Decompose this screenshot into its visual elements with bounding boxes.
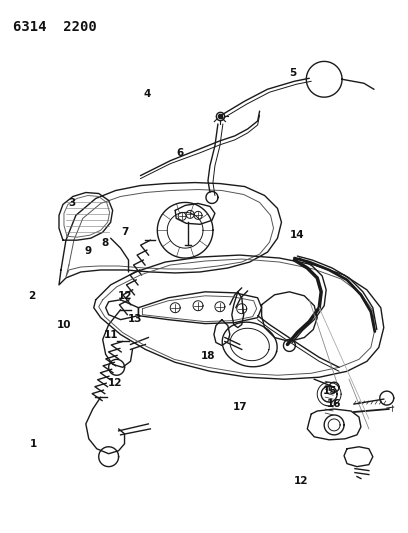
Text: 14: 14 [290,230,304,240]
Text: 17: 17 [233,402,248,412]
Text: 6: 6 [176,148,183,158]
Text: 6314  2200: 6314 2200 [13,20,97,34]
Text: 7: 7 [121,227,129,237]
Text: 2: 2 [28,290,35,301]
Text: 16: 16 [326,399,341,409]
Text: 12: 12 [294,476,308,486]
Text: 5: 5 [290,68,297,78]
Text: 12: 12 [108,378,122,388]
Text: 15: 15 [322,386,337,396]
Text: 13: 13 [128,314,142,325]
Text: 18: 18 [201,351,215,361]
Text: 10: 10 [57,320,71,330]
Text: 12: 12 [118,290,132,301]
Text: 11: 11 [104,330,118,340]
Text: 9: 9 [85,246,92,256]
Text: 3: 3 [69,198,76,208]
Text: 4: 4 [144,90,151,100]
Text: 1: 1 [30,439,38,449]
Text: 8: 8 [101,238,109,248]
